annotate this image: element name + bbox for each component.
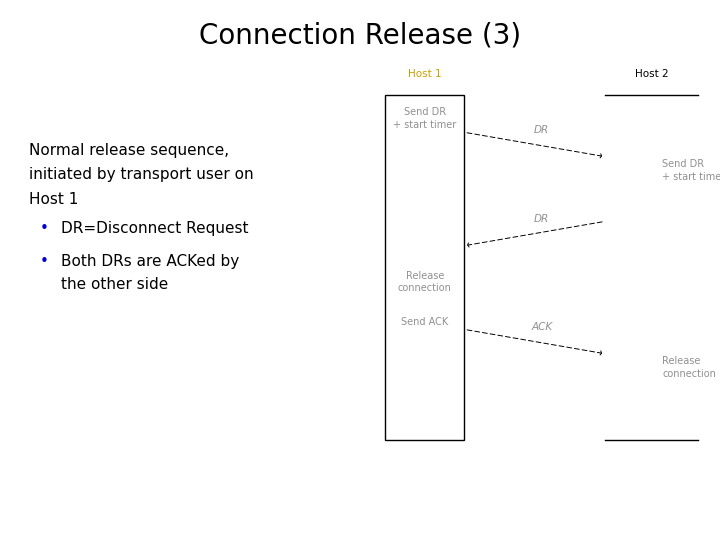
Text: Normal release sequence,: Normal release sequence, [29, 143, 229, 158]
Text: the other side: the other side [61, 277, 168, 292]
Text: Host 1: Host 1 [408, 69, 441, 79]
Bar [385, 94, 464, 440]
Text: Connection Release (3): Connection Release (3) [199, 21, 521, 49]
Text: ACK: ACK [531, 322, 552, 332]
Text: •: • [40, 221, 48, 237]
Text: initiated by transport user on: initiated by transport user on [29, 167, 253, 183]
Text: Host 1: Host 1 [29, 192, 78, 207]
Text: Send ACK: Send ACK [401, 316, 449, 327]
Text: DR: DR [534, 214, 549, 224]
Text: •: • [40, 254, 48, 269]
Text: Release
connection: Release connection [398, 271, 451, 293]
Text: Send DR
+ start timer: Send DR + start timer [393, 107, 456, 130]
Text: DR: DR [534, 125, 549, 135]
Text: Host 2: Host 2 [635, 69, 668, 79]
Text: Both DRs are ACKed by: Both DRs are ACKed by [61, 254, 240, 269]
Text: Send DR
+ start timer: Send DR + start timer [662, 159, 720, 181]
Text: Release
connection: Release connection [662, 356, 716, 379]
Text: DR=Disconnect Request: DR=Disconnect Request [61, 221, 248, 237]
